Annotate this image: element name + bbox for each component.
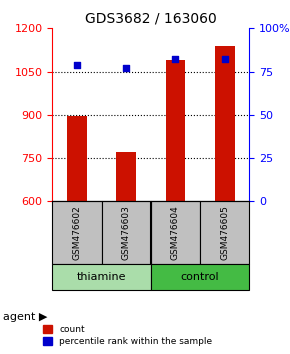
Text: GSM476602: GSM476602 bbox=[72, 205, 81, 260]
FancyBboxPatch shape bbox=[52, 264, 151, 290]
Bar bbox=[116, 152, 136, 201]
Point bbox=[75, 62, 79, 67]
FancyBboxPatch shape bbox=[151, 201, 200, 264]
FancyBboxPatch shape bbox=[151, 264, 249, 290]
Bar bbox=[215, 46, 235, 201]
Text: GSM476604: GSM476604 bbox=[171, 205, 180, 260]
Legend: count, percentile rank within the sample: count, percentile rank within the sample bbox=[39, 321, 216, 349]
FancyBboxPatch shape bbox=[200, 201, 249, 264]
Text: GSM476605: GSM476605 bbox=[220, 205, 229, 260]
FancyBboxPatch shape bbox=[52, 201, 102, 264]
Bar bbox=[166, 60, 185, 201]
Point bbox=[173, 57, 178, 62]
Point bbox=[222, 57, 227, 62]
Text: control: control bbox=[181, 272, 220, 282]
FancyBboxPatch shape bbox=[102, 201, 151, 264]
Text: thiamine: thiamine bbox=[77, 272, 126, 282]
Text: GSM476603: GSM476603 bbox=[122, 205, 131, 260]
Point bbox=[124, 65, 128, 71]
Title: GDS3682 / 163060: GDS3682 / 163060 bbox=[85, 12, 217, 26]
Bar bbox=[67, 116, 87, 201]
Text: agent ▶: agent ▶ bbox=[3, 312, 47, 322]
